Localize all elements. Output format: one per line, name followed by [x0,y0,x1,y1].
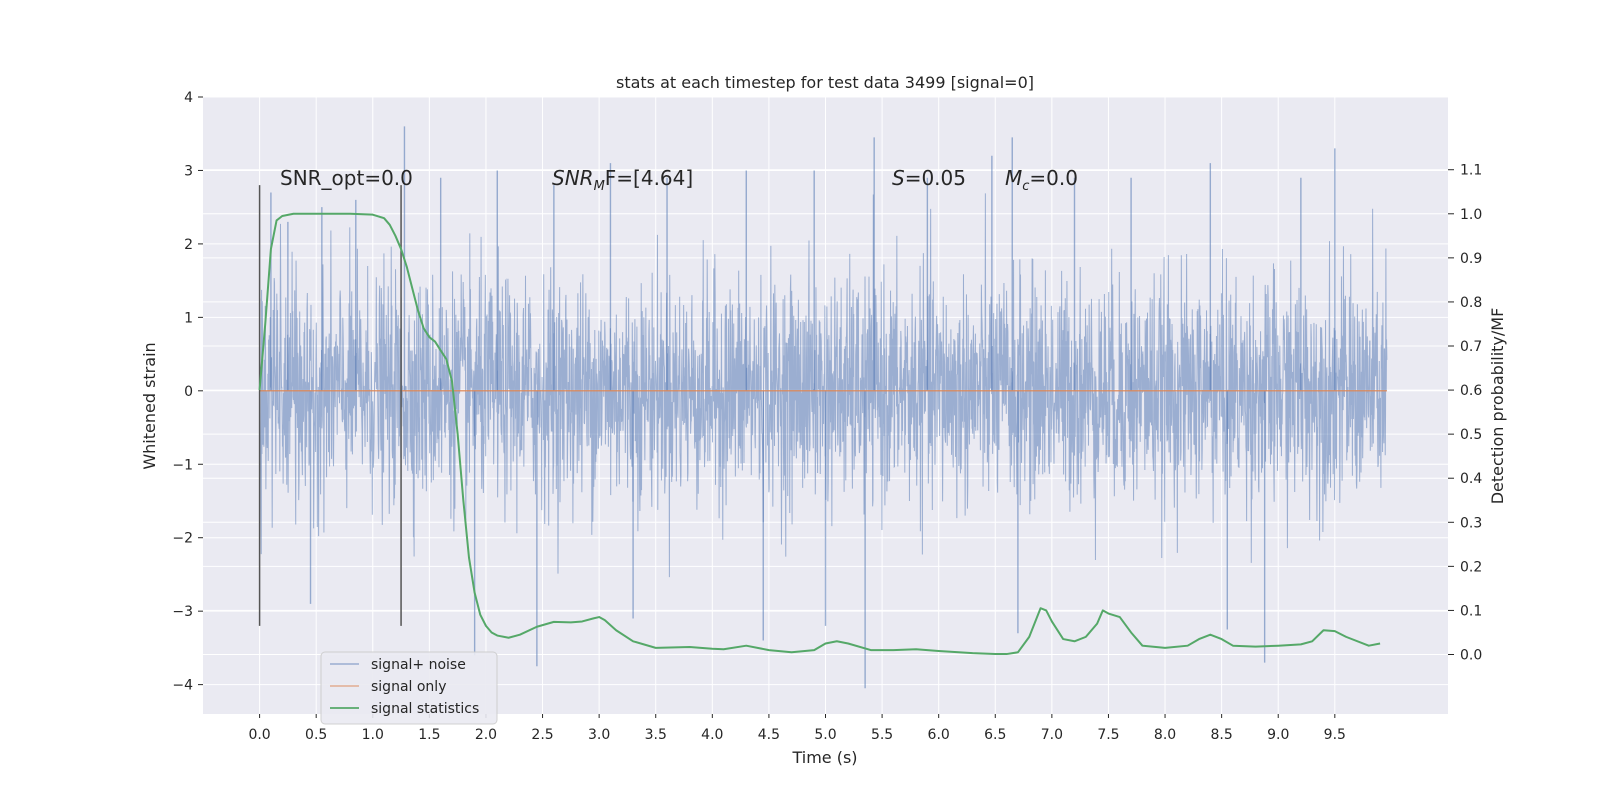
y2-axis-ticks: 0.0 0.1 0.2 0.3 0.4 0.5 0.6 0.7 0.8 0.9 1.0 1.1 [1448,163,1482,664]
x-tick-label-13: 6.5 [984,727,1006,743]
y2-tick-label-4: 0.4 [1460,471,1482,487]
y-tick-label-6: 2 [184,237,193,253]
x-tick-label-2: 1.0 [362,727,384,743]
y2-tick-label-6: 0.6 [1460,383,1482,399]
y2-tick-label-7: 0.7 [1460,339,1482,355]
x-tick-label-14: 7.0 [1041,727,1063,743]
x-axis-label: Time (s) [791,748,857,767]
legend-box [320,651,498,725]
x-tick-label-6: 3.0 [588,727,610,743]
x-tick-label-17: 8.5 [1211,727,1233,743]
chart-title: stats at each timestep for test data 349… [616,73,1034,92]
y-tick-label-3: −1 [172,457,193,473]
annotation-snr-opt: SNR_opt=0.0 [280,166,413,190]
x-tick-label-19: 9.5 [1324,727,1346,743]
legend: signal+ noise signal only signal statist… [320,651,498,725]
y2-tick-label-10: 1.0 [1460,207,1482,223]
x-tick-label-8: 4.0 [701,727,723,743]
noise-trace [259,193,1388,578]
y2-tick-label-2: 0.2 [1460,559,1482,575]
x-tick-label-3: 1.5 [418,727,440,743]
x-tick-label-18: 9.0 [1267,727,1289,743]
y2-tick-label-3: 0.3 [1460,515,1482,531]
y2-tick-label-11: 1.1 [1460,163,1482,179]
y-tick-label-8: 4 [184,90,193,106]
y-tick-label-7: 3 [184,163,193,179]
annotation-snr-mf: SNRMF=[4.64] [552,166,693,194]
x-tick-label-15: 7.5 [1097,727,1119,743]
legend-label-signal-only: signal only [371,679,446,695]
y2-tick-label-1: 0.1 [1460,603,1482,619]
x-tick-label-9: 4.5 [758,727,780,743]
x-tick-label-10: 5.0 [814,727,836,743]
y-tick-label-5: 1 [184,310,193,326]
y-tick-label-0: −4 [172,678,193,694]
vertical-markers [258,185,402,626]
x-tick-label-4: 2.0 [475,727,497,743]
x-axis-ticks: 0.0 0.5 1.0 1.5 2.0 2.5 3.0 3.5 4.0 4.5 5.0 5.5 6.0 6… [248,714,1346,743]
y2-tick-label-8: 0.8 [1460,295,1482,311]
y2-tick-label-9: 0.9 [1460,251,1482,267]
y2-axis-label: Detection probability/MF [1488,308,1507,505]
y-axis-label: Whitened strain [140,342,159,469]
series-signal-statistics [258,212,1381,656]
series-signal-plus-noise [259,126,1388,689]
annotation-mc: Mc=0.0 [1005,166,1078,194]
y2-tick-label-0: 0.0 [1460,648,1482,664]
x-tick-label-16: 8.0 [1154,727,1176,743]
y-tick-label-1: −3 [172,604,193,620]
y-axis-ticks: −4 −3 −2 −1 0 1 2 3 4 [172,90,203,694]
x-tick-label-7: 3.5 [645,727,667,743]
signal-statistics-line [258,212,1381,656]
y-tick-label-4: 0 [184,384,193,400]
legend-label-signal-plus-noise: signal+ noise [371,657,466,673]
y2-tick-label-5: 0.5 [1460,427,1482,443]
x-tick-label-12: 6.0 [928,727,950,743]
x-tick-label-5: 2.5 [531,727,553,743]
legend-label-signal-statistics: signal statistics [371,701,479,717]
y-tick-label-2: −2 [172,531,193,547]
annotation-s: S=0.05 [892,166,966,190]
x-tick-label-11: 5.5 [871,727,893,743]
x-tick-label-0: 0.0 [248,727,270,743]
x-tick-label-1: 0.5 [305,727,327,743]
